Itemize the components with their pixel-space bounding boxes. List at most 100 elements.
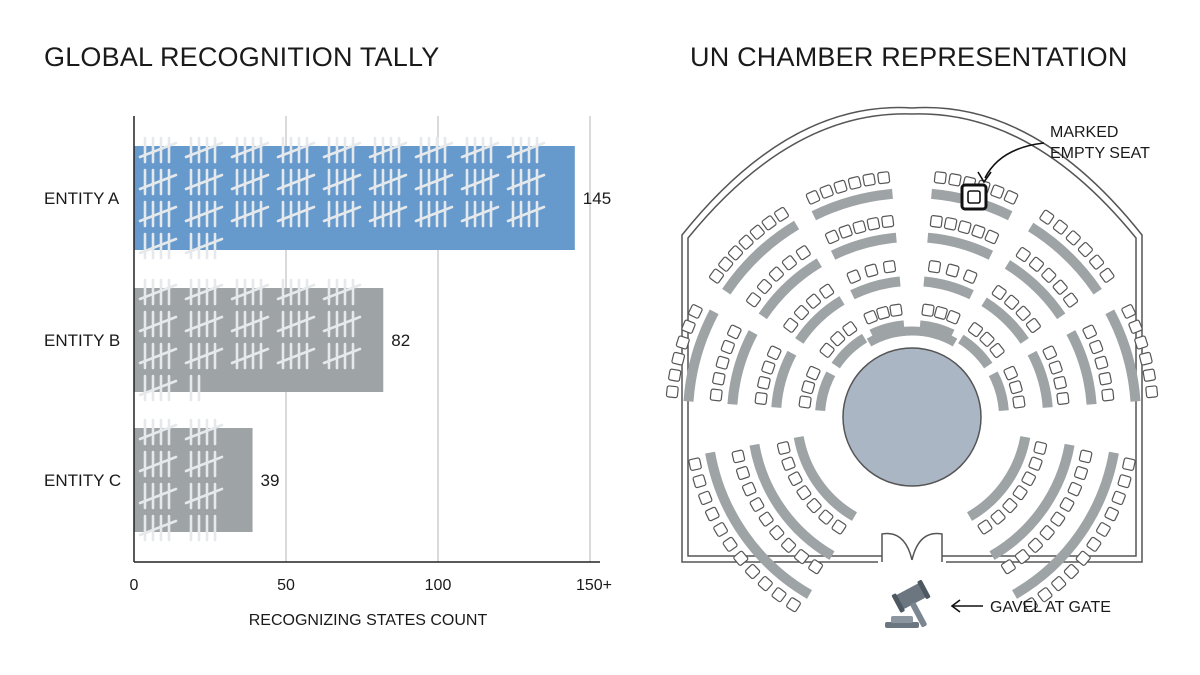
chart-title: GLOBAL RECOGNITION TALLY — [44, 42, 440, 72]
seating-row — [727, 330, 758, 405]
entrance-door-left — [881, 532, 913, 562]
seat — [781, 537, 797, 553]
seat — [921, 303, 935, 317]
seating-row — [1028, 222, 1102, 295]
entrance-door-right — [911, 532, 943, 562]
seat — [819, 342, 835, 358]
seating-row — [1004, 260, 1066, 320]
seat — [876, 305, 891, 320]
seat — [1015, 247, 1031, 262]
seat — [749, 497, 765, 512]
seat — [1023, 597, 1038, 613]
seat — [688, 304, 703, 319]
seat — [948, 173, 962, 187]
seating-row — [981, 297, 1029, 344]
seat — [805, 190, 821, 205]
seat — [1145, 385, 1159, 399]
chamber-wall-left — [681, 106, 1143, 563]
seat — [1101, 388, 1115, 402]
seat — [1104, 506, 1119, 522]
seat — [712, 371, 726, 386]
seat — [1028, 256, 1045, 272]
seat — [1003, 190, 1019, 205]
seat — [794, 549, 810, 565]
seat — [862, 173, 876, 187]
category-label: ENTITY A — [44, 189, 120, 208]
seat — [718, 256, 734, 272]
front-desk-row — [866, 326, 958, 347]
seat — [722, 536, 738, 552]
seat — [720, 339, 735, 355]
seat — [798, 395, 812, 409]
seat — [761, 215, 777, 231]
value-label: 82 — [391, 331, 410, 350]
category-label: ENTITY C — [44, 471, 121, 490]
seat — [733, 550, 749, 566]
seat — [842, 321, 858, 337]
gavel-label: GAVEL AT GATE — [990, 599, 1111, 616]
seat — [1050, 511, 1066, 527]
seat — [945, 263, 960, 278]
seat — [781, 255, 797, 271]
seat — [977, 519, 993, 535]
seat — [692, 474, 707, 489]
tally-marks — [138, 278, 362, 402]
seat — [1063, 292, 1079, 308]
seat — [1052, 279, 1068, 295]
seat — [991, 285, 1007, 300]
seating-row — [988, 371, 1009, 412]
seat — [754, 391, 768, 406]
seating-row — [869, 320, 905, 339]
seat — [1096, 522, 1111, 537]
seat — [976, 179, 991, 194]
seat — [1039, 525, 1055, 541]
seat — [971, 224, 986, 239]
seating-row — [958, 334, 993, 369]
seat — [889, 303, 903, 317]
seat — [1003, 365, 1018, 381]
seat — [731, 449, 746, 464]
seat — [675, 335, 690, 350]
seat — [979, 331, 995, 347]
seat — [933, 171, 947, 185]
seat — [929, 214, 943, 229]
seating-row — [831, 333, 868, 369]
seat — [1098, 371, 1112, 386]
bar-entity-c — [134, 428, 253, 532]
seat — [769, 525, 785, 541]
seat — [1004, 294, 1020, 310]
seat — [758, 511, 774, 527]
seating-row — [1105, 309, 1141, 402]
seat — [881, 214, 895, 229]
seat — [1075, 550, 1091, 566]
seat — [745, 563, 761, 580]
seating-row — [966, 436, 1031, 521]
seat — [984, 229, 1000, 245]
seat — [1089, 339, 1104, 355]
seat — [819, 184, 834, 199]
seat — [990, 509, 1006, 525]
seat — [1012, 395, 1026, 409]
marked-seat-arrow — [984, 142, 1045, 179]
seat — [786, 597, 801, 613]
seating-row — [931, 188, 1013, 221]
seat — [852, 220, 867, 235]
seat — [1082, 324, 1097, 340]
seat — [761, 360, 776, 375]
seating-row — [830, 232, 897, 260]
seat — [1065, 230, 1081, 246]
seat — [668, 368, 682, 382]
seat — [1053, 376, 1067, 390]
seat — [749, 224, 765, 240]
seating-row — [919, 320, 955, 339]
seat — [806, 365, 821, 381]
seat — [665, 385, 679, 399]
seat — [1059, 497, 1075, 512]
seat — [877, 171, 891, 185]
seat — [963, 269, 978, 284]
seat — [1078, 449, 1093, 464]
seating-row — [771, 350, 797, 408]
seat — [795, 245, 811, 261]
seat — [1015, 305, 1031, 321]
seat — [1111, 490, 1126, 506]
